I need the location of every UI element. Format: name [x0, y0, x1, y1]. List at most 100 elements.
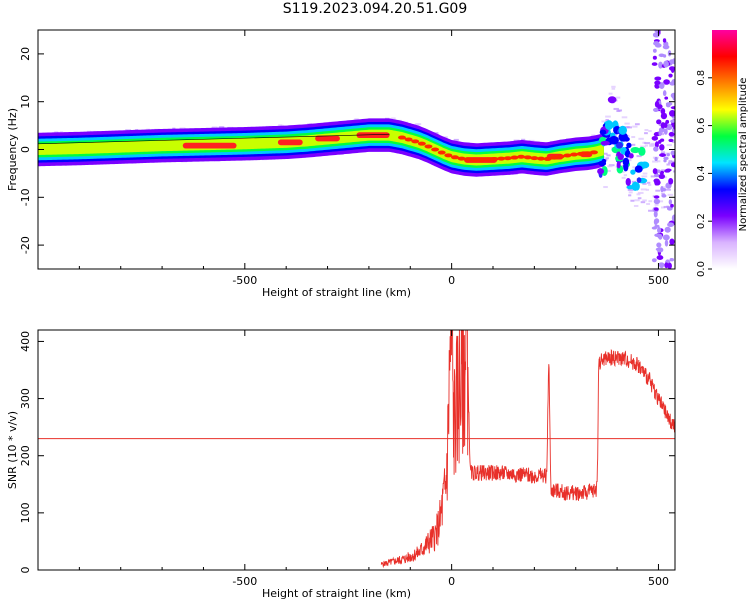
spectrogram-noise	[628, 194, 632, 197]
spectrogram-peak-blob	[510, 155, 519, 160]
spectrogram-noise	[453, 138, 459, 141]
spectrogram-frame	[37, 29, 676, 270]
spectrogram-noise	[606, 169, 611, 172]
spectrogram-edge-noise	[658, 139, 662, 144]
spectrogram-edge-noise	[658, 173, 666, 180]
spectrogram-noise	[605, 115, 611, 118]
spectrogram-xlabel: Height of straight line (km)	[262, 286, 411, 299]
spectrogram-edge-noise	[656, 242, 662, 248]
spectrogram-peak-blob	[431, 147, 440, 152]
spectrogram-edge-noise	[659, 144, 665, 151]
spectrogram-noise	[644, 142, 651, 145]
spectrogram-edge-noise	[663, 128, 668, 135]
spectrogram-edge-noise	[668, 73, 673, 78]
spectrogram-noise	[640, 188, 647, 191]
spectrogram-edge-noise	[656, 119, 662, 125]
spectrogram-noise	[654, 203, 659, 206]
spectrogram-noise	[661, 186, 667, 189]
spectrogram-peak-blob	[444, 153, 453, 158]
spectrogram-noise	[661, 206, 666, 209]
spectrogram-noise	[671, 160, 675, 163]
snr-ylabel: SNR (10 * v/v)	[6, 411, 19, 489]
spectrogram-peak-blob	[457, 156, 466, 161]
spectrogram-edge-noise	[652, 55, 657, 60]
spectrogram-burst	[617, 153, 624, 161]
spectrogram-edge-noise	[663, 60, 669, 68]
spectrogram-edge-noise	[670, 162, 675, 168]
spectrogram-xtick-label: 500	[648, 274, 669, 287]
spectrogram-ridge	[38, 129, 604, 166]
spectrogram-edge-noise	[667, 262, 672, 269]
spectrogram-noise	[603, 152, 608, 155]
spectrogram-noise	[621, 116, 628, 119]
spectrogram-noise	[650, 175, 656, 178]
spectrogram-noise	[608, 164, 615, 167]
spectrogram-edge-noise	[657, 226, 662, 234]
spectrogram-noise	[631, 143, 636, 146]
spectrogram-edge-noise	[654, 173, 660, 178]
spectrogram-burst	[600, 140, 610, 146]
spectrogram-burst	[616, 160, 621, 169]
spectrogram-noise	[675, 147, 680, 149]
spectrogram-noise	[648, 183, 652, 186]
spectrogram-noise	[172, 127, 176, 130]
spectrogram-burst	[638, 146, 646, 156]
spectrogram-noise	[615, 96, 621, 99]
spectrogram-edge-noise	[652, 48, 657, 53]
spectrogram-peak-blob	[470, 157, 479, 162]
spectrogram-ylabel: Frequency (Hz)	[6, 108, 19, 191]
colorbar-gradient	[712, 30, 737, 269]
spectrogram-peak-blob	[417, 141, 426, 146]
spectrogram-edge-noise	[651, 258, 657, 263]
spectrogram-edge-noise	[668, 199, 673, 205]
spectrogram-edge-noise	[654, 76, 662, 81]
spectrogram-peak	[356, 132, 390, 139]
spectrogram-noise	[674, 120, 675, 123]
spectrogram-edge-noise	[664, 262, 669, 269]
spectrogram-edge-noise	[669, 59, 675, 64]
spectrogram-noise	[630, 199, 635, 202]
spectrogram-noise	[670, 135, 675, 138]
snr-area	[38, 330, 675, 569]
spectrogram-peak-blob	[477, 157, 486, 162]
spectrogram-peak-blob	[404, 137, 413, 142]
spectrogram-peak-blob	[497, 156, 506, 161]
spectrogram-noise	[624, 122, 630, 125]
spectrogram-peak-blob	[490, 156, 499, 161]
spectrogram-noise	[668, 161, 674, 164]
spectrogram-burst	[608, 135, 619, 145]
spectrogram-peak-blob	[398, 135, 406, 140]
spectrogram-noise	[637, 197, 642, 200]
spectrogram-peak-blob	[563, 153, 572, 158]
spectrogram-noise	[642, 141, 646, 144]
spectrogram-edge-noise	[664, 239, 669, 247]
spectrogram-burst	[640, 161, 650, 169]
spectrogram-noise	[646, 181, 651, 184]
spectrogram-burst	[597, 168, 605, 175]
spectrogram-edge-noise	[654, 224, 660, 228]
spectrogram-noise	[639, 145, 646, 148]
spectrogram-noise	[649, 144, 655, 147]
snr-ytick-label: 400	[19, 331, 32, 352]
spectrogram-edge-noise	[668, 177, 674, 185]
spectrogram-peak-blob	[503, 156, 512, 161]
spectrogram-edge-noise	[660, 122, 666, 129]
spectrogram-edge-noise	[662, 38, 667, 43]
spectrogram-edge-noise	[653, 207, 659, 211]
spectrogram-burst	[618, 125, 628, 135]
spectrogram-edge-noise	[652, 168, 658, 175]
spectrogram-edge-noise	[667, 50, 672, 57]
spectrogram-peak-blob	[484, 157, 493, 162]
spectrogram-peak-blob	[589, 150, 598, 155]
spectrogram-edge-noise	[656, 255, 664, 260]
spectrogram-edge-noise	[662, 44, 670, 50]
colorbar-tick-label: 0.0	[696, 261, 707, 277]
spectrogram-edge-noise	[671, 68, 675, 73]
spectrogram-edge-noise	[658, 130, 662, 137]
spectrogram-noise	[528, 139, 535, 142]
spectrogram-edge-noise	[659, 82, 665, 89]
snr-plot: -500 0 500 0 100 200 300 400 Height of straight …	[6, 329, 676, 600]
spectrogram-noise	[391, 117, 396, 120]
spectrogram-noise	[655, 189, 661, 192]
